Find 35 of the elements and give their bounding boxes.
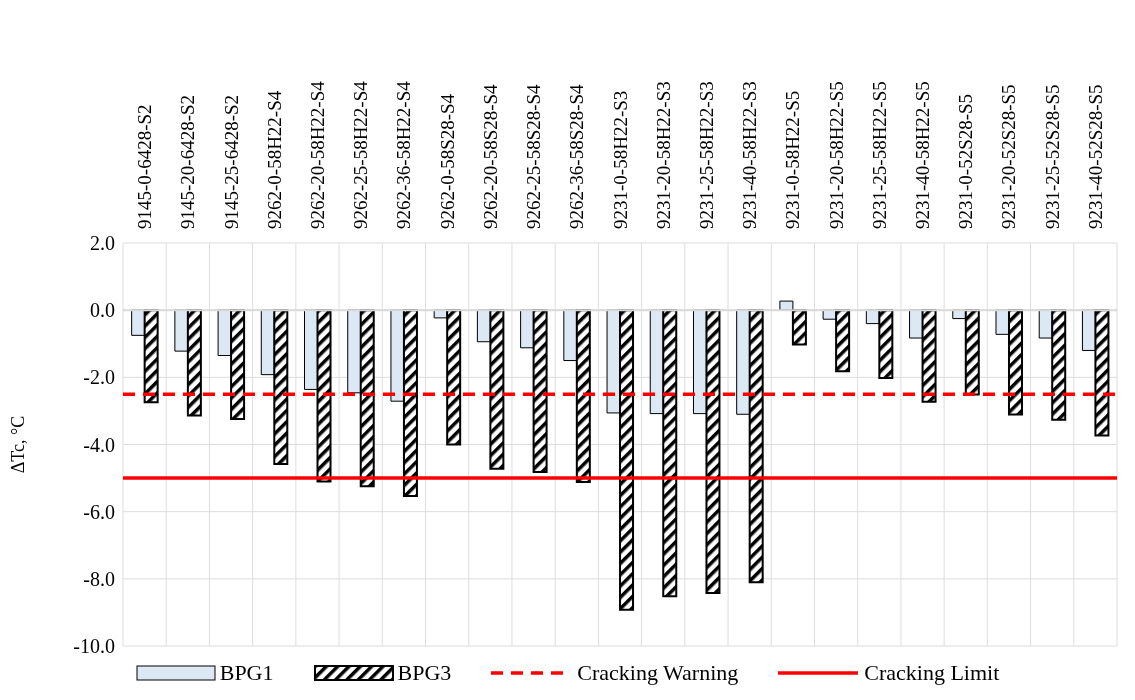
y-tick-label: 2.0 bbox=[90, 232, 115, 255]
y-tick-label: -6.0 bbox=[83, 500, 115, 523]
y-tick-label: -4.0 bbox=[83, 433, 115, 456]
x-tick-label: 9231-40-58H22-S3 bbox=[739, 81, 761, 229]
x-tick-label: 9231-40-52S28-S5 bbox=[1084, 84, 1106, 229]
x-tick-label: 9231-40-58H22-S5 bbox=[912, 81, 934, 229]
x-tick-label: 9231-0-58H22-S5 bbox=[782, 90, 804, 229]
x-tick-label: 9231-25-58H22-S5 bbox=[868, 81, 890, 229]
x-tick-label: 9145-20-6428-S2 bbox=[177, 94, 199, 229]
x-tick-label: 9262-25-58H22-S4 bbox=[350, 80, 372, 229]
x-tick-label: 9262-20-58S28-S4 bbox=[479, 83, 501, 229]
x-tick-label: 9231-25-58H22-S3 bbox=[695, 81, 717, 229]
x-tick-label: 9262-25-58S28-S4 bbox=[523, 83, 545, 229]
x-tick-label: 9231-25-52S28-S5 bbox=[1041, 84, 1063, 229]
x-tick-label: 9262-0-58S28-S4 bbox=[436, 93, 458, 229]
y-tick-label: -8.0 bbox=[83, 567, 115, 590]
legend-label: Cracking Limit bbox=[864, 660, 1000, 686]
x-tick-label: 9262-20-58H22-S4 bbox=[306, 80, 328, 229]
legend-label: BPG1 bbox=[219, 660, 274, 686]
x-tick-label: 9145-25-6428-S2 bbox=[220, 94, 242, 229]
y-axis-title: ΔTc, °C bbox=[8, 415, 29, 474]
y-tick-label: 0.0 bbox=[90, 299, 115, 322]
y-tick-label: -10.0 bbox=[73, 635, 115, 658]
x-tick-label: 9231-0-52S28-S5 bbox=[955, 93, 977, 229]
x-tick-label: 9231-20-58H22-S5 bbox=[825, 81, 847, 229]
x-tick-label: 9231-20-52S28-S5 bbox=[998, 84, 1020, 229]
legend-label: BPG3 bbox=[397, 660, 452, 686]
legend-label: Cracking Warning bbox=[577, 660, 739, 686]
x-tick-label: 9145-0-6428-S2 bbox=[134, 104, 156, 229]
x-tick-label: 9262-36-58S28-S4 bbox=[566, 83, 588, 229]
y-tick-label: -2.0 bbox=[83, 366, 115, 389]
x-tick-label: 9231-20-58H22-S3 bbox=[652, 81, 674, 229]
x-tick-label: 9262-36-58H22-S4 bbox=[393, 80, 415, 229]
x-tick-label: 9262-0-58H22-S4 bbox=[263, 90, 285, 229]
x-tick-label: 9231-0-58H22-S3 bbox=[609, 90, 631, 229]
